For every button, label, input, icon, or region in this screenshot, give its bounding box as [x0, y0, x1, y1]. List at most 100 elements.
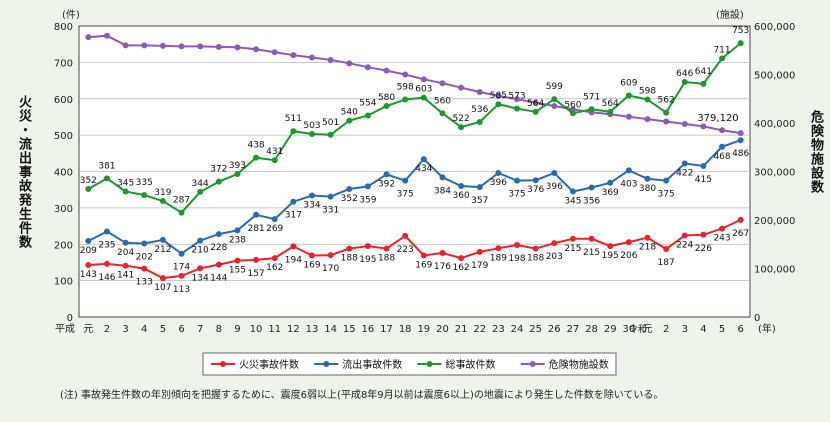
data-point	[532, 245, 539, 252]
data-label: 753	[732, 26, 749, 36]
x-tick-label: 16	[362, 324, 375, 335]
data-label: 218	[639, 243, 656, 253]
data-label: 141	[117, 271, 134, 281]
x-tick-label: 元	[83, 324, 93, 335]
data-point	[439, 174, 446, 181]
data-label: 434	[415, 164, 432, 174]
x-tick-label: 30	[622, 324, 635, 335]
data-point	[700, 123, 707, 130]
data-label: 486	[732, 149, 749, 159]
data-point	[719, 143, 726, 150]
x-tick-label: 2	[663, 324, 669, 335]
data-label: 415	[695, 175, 712, 185]
x-tick-label: 24	[511, 324, 524, 335]
x-tick-label: 3	[682, 324, 688, 335]
x-tick-label: 14	[324, 324, 337, 335]
x-tick-label: 18	[399, 324, 412, 335]
data-point	[700, 163, 707, 170]
data-label: 174	[173, 263, 190, 273]
left-tick-label: 500	[54, 131, 73, 142]
data-point	[625, 92, 632, 99]
data-point	[178, 209, 185, 216]
data-point	[514, 96, 521, 103]
data-label: 179	[471, 261, 488, 271]
era-label: 平成	[55, 323, 75, 335]
data-point	[290, 243, 297, 250]
data-label: 202	[136, 253, 153, 263]
data-point	[569, 235, 576, 242]
data-point	[607, 108, 614, 115]
data-point	[402, 177, 409, 184]
data-point	[700, 231, 707, 238]
x-tick-label: 5	[719, 324, 725, 335]
data-point	[551, 169, 558, 176]
data-label: 571	[583, 92, 600, 102]
legend-box	[202, 352, 617, 376]
data-point	[681, 79, 688, 86]
data-point	[383, 171, 390, 178]
data-point	[290, 52, 297, 59]
data-label: 210	[192, 246, 209, 256]
data-point	[141, 265, 148, 272]
data-point	[737, 40, 744, 47]
data-point	[234, 44, 241, 51]
data-point	[420, 94, 427, 101]
legend-marker	[426, 361, 433, 367]
data-label: 113	[173, 285, 190, 295]
data-label: 375	[658, 190, 675, 200]
data-point	[420, 252, 427, 259]
legend-marker	[323, 361, 330, 367]
footnote: (注) 事故発生件数の年別傾向を把握するために、震度6弱以上(平成8年9月以前は…	[60, 390, 664, 401]
data-label: 189	[490, 253, 507, 263]
left-tick-label: 200	[54, 240, 73, 251]
data-label: 198	[508, 254, 525, 264]
data-label: 422	[676, 168, 693, 178]
data-label: 359	[359, 195, 376, 205]
data-point	[103, 32, 110, 39]
data-point	[271, 157, 278, 164]
data-label: 204	[117, 248, 134, 258]
series-line	[88, 218, 742, 280]
data-label: 560	[564, 100, 581, 110]
data-point	[271, 255, 278, 262]
legend-label: 流出事故件数	[342, 358, 402, 371]
data-point	[327, 131, 334, 138]
data-point	[737, 137, 744, 144]
data-point	[532, 108, 539, 115]
data-point	[420, 156, 427, 163]
x-tick-label: 7	[197, 324, 203, 335]
data-point	[346, 245, 353, 252]
data-point	[383, 103, 390, 110]
data-point	[458, 84, 465, 91]
x-tick-label: 28	[585, 324, 598, 335]
data-point	[197, 265, 204, 272]
data-label: 195	[359, 255, 376, 265]
left-tick-label: 100	[54, 277, 73, 288]
data-point	[308, 54, 315, 61]
data-label: 169	[415, 261, 432, 271]
data-label: 536	[471, 105, 488, 115]
data-point	[644, 116, 651, 123]
data-label: 372	[210, 165, 227, 175]
data-point	[308, 131, 315, 138]
data-point	[588, 184, 595, 191]
data-point	[588, 106, 595, 113]
data-point	[588, 235, 595, 242]
data-label: 345	[117, 179, 134, 189]
x-tick-label: 29	[604, 324, 617, 335]
data-label: 357	[471, 196, 488, 206]
data-point	[719, 127, 726, 134]
data-label: 646	[676, 69, 693, 79]
x-tick-label: 12	[287, 324, 300, 335]
data-point	[402, 232, 409, 239]
data-label: 195	[602, 251, 619, 261]
data-point	[644, 234, 651, 241]
data-label: 107	[154, 283, 171, 293]
data-point	[327, 56, 334, 63]
right-tick-label: 500,000	[754, 71, 795, 82]
data-label: 170	[322, 264, 339, 274]
data-label: 188	[378, 254, 395, 264]
data-label: 146	[98, 273, 115, 283]
data-label: 334	[303, 201, 320, 211]
